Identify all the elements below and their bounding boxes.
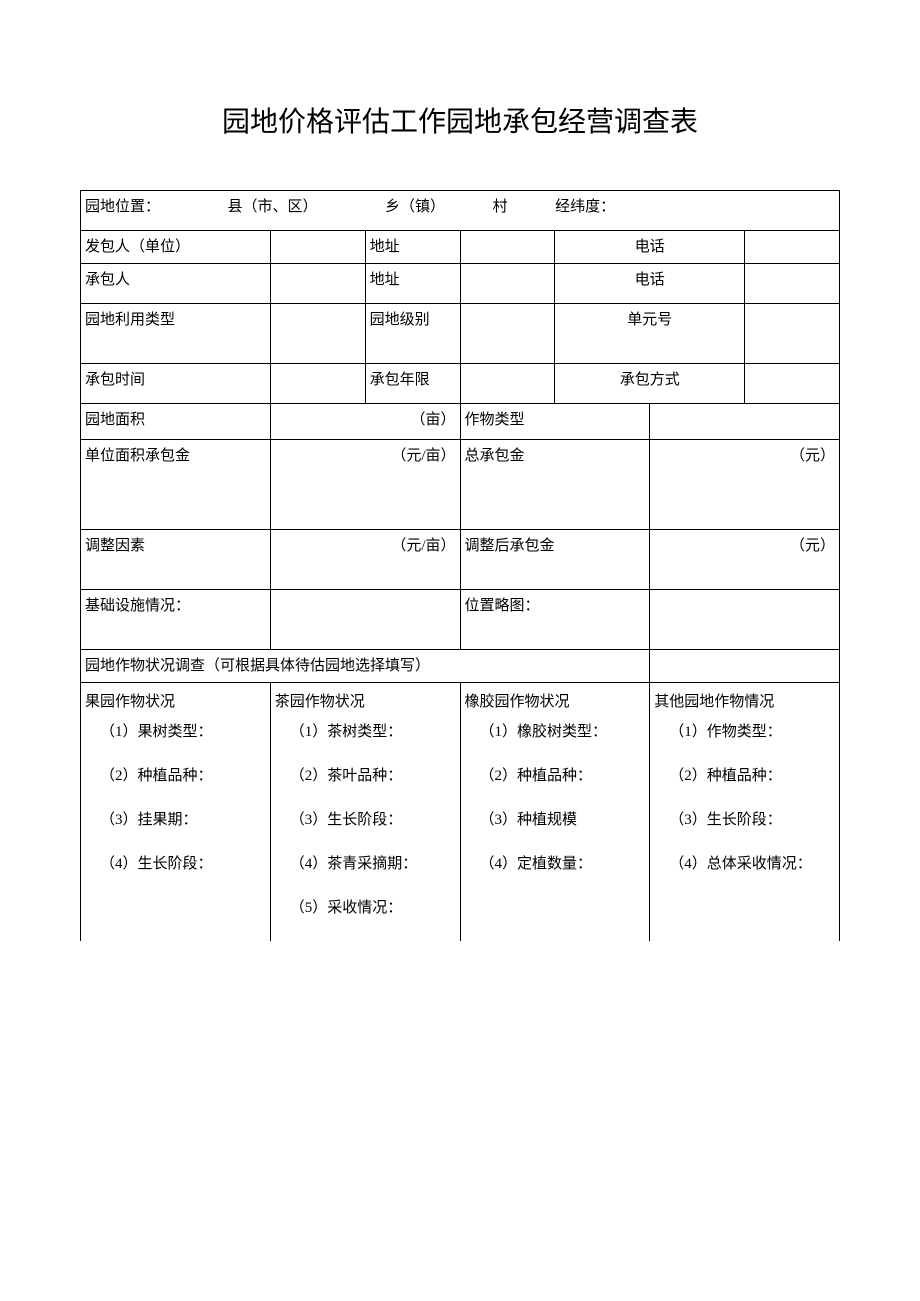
row-area: 园地面积 （亩） 作物类型 [81,404,840,440]
other-cell: 其他园地作物情况 （1）作物类型： （2）种植品种： （3）生长阶段： （4）总… [650,683,840,942]
loc-lnglat: 经纬度： [555,199,615,215]
fabao-addr-value [460,231,555,264]
loc-town: 乡（镇） [385,199,445,215]
total-label: 总承包金 [460,440,650,530]
rubber-i4: （4）定植数量： [465,849,646,879]
infra-label: 基础设施情况： [81,590,271,650]
fabao-tel-value [745,231,840,264]
infra-value [270,590,460,650]
unitno-label: 单元号 [555,304,745,364]
row-crop-header: 园地作物状况调查（可根据具体待估园地选择填写） [81,650,840,683]
other-i3: （3）生长阶段： [654,805,835,835]
type-label: 园地利用类型 [81,304,271,364]
row-time: 承包时间 承包年限 承包方式 [81,364,840,404]
total-unit: （元） [650,440,840,530]
tea-cell: 茶园作物状况 （1）茶树类型： （2）茶叶品种： （3）生长阶段： （4）茶青采… [270,683,460,942]
row-fabao: 发包人（单位） 地址 电话 [81,231,840,264]
time-value [270,364,365,404]
loc-county: 县（市、区） [228,199,318,215]
map-label: 位置略图： [460,590,650,650]
grade-label: 园地级别 [365,304,460,364]
row-chengbao: 承包人 地址 电话 [81,264,840,304]
row-location: 园地位置： 县（市、区） 乡（镇） 村 经纬度： [81,191,840,231]
method-label: 承包方式 [555,364,745,404]
fabao-tel-label: 电话 [555,231,745,264]
page-title: 园地价格评估工作园地承包经营调查表 [80,100,840,140]
loc-village: 村 [493,199,508,215]
after-label: 调整后承包金 [460,530,650,590]
tea-i3: （3）生长阶段： [275,805,456,835]
row-adjust: 调整因素 （元/亩） 调整后承包金 （元） [81,530,840,590]
tea-i5: （5）采收情况： [275,893,456,923]
tea-i1: （1）茶树类型： [275,717,456,747]
crop-type-value [650,404,840,440]
tea-title: 茶园作物状况 [275,687,456,717]
time-label: 承包时间 [81,364,271,404]
fabao-label: 发包人（单位） [81,231,271,264]
fabao-addr-label: 地址 [365,231,460,264]
rubber-title: 橡胶园作物状况 [465,687,646,717]
type-value [270,304,365,364]
other-title: 其他园地作物情况 [654,687,835,717]
orchard-title: 果园作物状况 [85,687,266,717]
after-unit: （元） [650,530,840,590]
chengbao-addr-label: 地址 [365,264,460,304]
chengbao-label: 承包人 [81,264,271,304]
rubber-cell: 橡胶园作物状况 （1）橡胶树类型： （2）种植品种： （3）种植规模 （4）定植… [460,683,650,942]
row-crop-detail: 果园作物状况 （1）果树类型： （2）种植品种： （3）挂果期： （4）生长阶段… [81,683,840,942]
chengbao-value [270,264,365,304]
orchard-i4: （4）生长阶段： [85,849,266,879]
adjust-label: 调整因素 [81,530,271,590]
crop-header-label: 园地作物状况调查（可根据具体待估园地选择填写） [81,650,650,683]
orchard-i2: （2）种植品种： [85,761,266,791]
area-label: 园地面积 [81,404,271,440]
area-unit: （亩） [270,404,460,440]
chengbao-tel-label: 电话 [555,264,745,304]
unitno-value [745,304,840,364]
row-price: 单位面积承包金 （元/亩） 总承包金 （元） [81,440,840,530]
row-infra: 基础设施情况： 位置略图： [81,590,840,650]
grade-value [460,304,555,364]
tea-i2: （2）茶叶品种： [275,761,456,791]
survey-table: 园地位置： 县（市、区） 乡（镇） 村 经纬度： 发包人（单位） 地址 电话 承… [80,190,840,941]
tea-i4: （4）茶青采摘期： [275,849,456,879]
orchard-cell: 果园作物状况 （1）果树类型： （2）种植品种： （3）挂果期： （4）生长阶段… [81,683,271,942]
other-i2: （2）种植品种： [654,761,835,791]
rubber-i1: （1）橡胶树类型： [465,717,646,747]
orchard-i3: （3）挂果期： [85,805,266,835]
orchard-i1: （1）果树类型： [85,717,266,747]
other-i4: （4）总体采收情况： [654,849,835,879]
row-type: 园地利用类型 园地级别 单元号 [81,304,840,364]
price-unit: （元/亩） [270,440,460,530]
price-label: 单位面积承包金 [81,440,271,530]
chengbao-tel-value [745,264,840,304]
crop-header-empty [650,650,840,683]
other-i1: （1）作物类型： [654,717,835,747]
rubber-i2: （2）种植品种： [465,761,646,791]
years-label: 承包年限 [365,364,460,404]
map-value [650,590,840,650]
years-value [460,364,555,404]
loc-prefix: 园地位置： [85,199,160,215]
chengbao-addr-value [460,264,555,304]
method-value [745,364,840,404]
rubber-i3: （3）种植规模 [465,805,646,835]
fabao-value [270,231,365,264]
crop-type-label: 作物类型 [460,404,650,440]
adjust-unit: （元/亩） [270,530,460,590]
